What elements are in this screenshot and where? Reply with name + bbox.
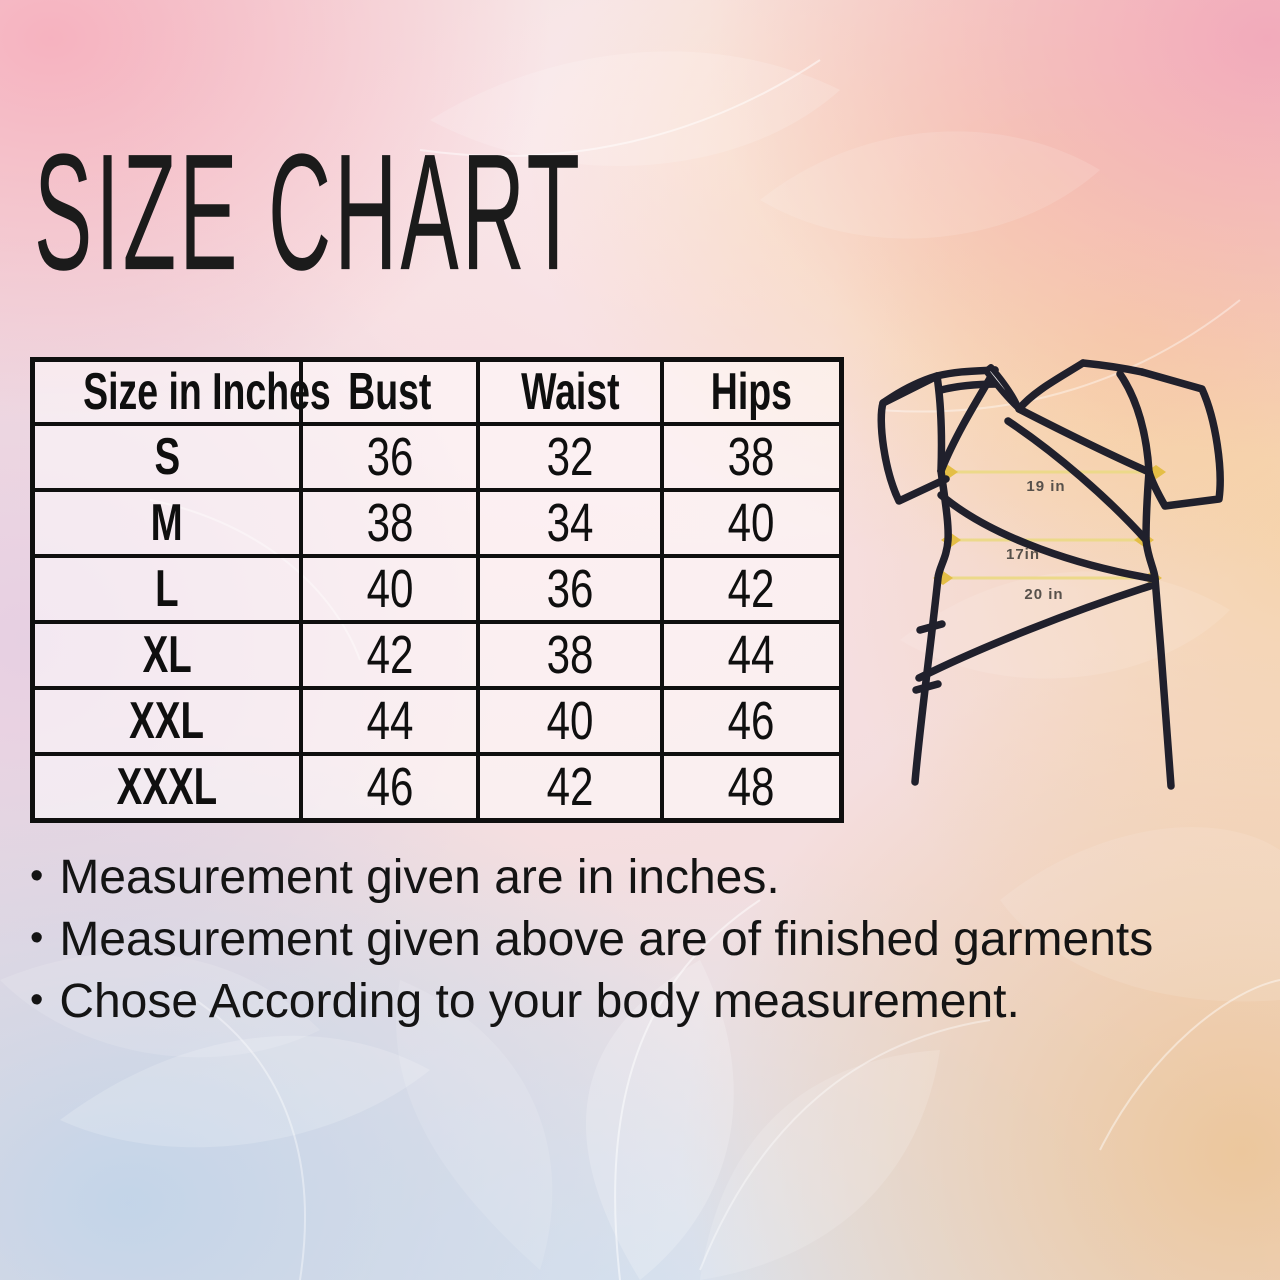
measurement-cell: 40 xyxy=(476,686,664,756)
note-line: • Chose According to your body measuremen… xyxy=(30,970,1153,1032)
table-row: XXL 44 40 46 xyxy=(30,686,844,756)
garment-illustration: 19 in 17in 20 in xyxy=(858,358,1238,790)
column-header-bust: Bust xyxy=(299,357,481,426)
measurement-cell: 38 xyxy=(476,620,664,690)
table-row: XL 42 38 44 xyxy=(30,620,844,690)
size-cell: XL xyxy=(30,620,304,690)
bullet-icon: • xyxy=(30,979,44,1021)
size-cell: L xyxy=(30,554,304,624)
measurement-cell: 40 xyxy=(659,488,844,558)
measurement-cell: 38 xyxy=(659,422,844,492)
collar-fold xyxy=(983,364,1022,412)
garment-sketch-icon xyxy=(877,359,1224,790)
note-text: Measurement given are in inches. xyxy=(59,851,780,904)
hip-measure-label: 20 in xyxy=(1024,586,1064,603)
measurement-cell: 38 xyxy=(299,488,481,558)
size-cell: XXXL xyxy=(30,752,304,823)
size-table-body: S 36 32 38 M 38 34 40 L 40 36 42 XL 42 38 44 XXL 44 40 46 XX… xyxy=(30,422,844,823)
table-row: M 38 34 40 xyxy=(30,488,844,558)
measurement-cell: 42 xyxy=(299,620,481,690)
measurement-cell: 44 xyxy=(659,620,844,690)
note-line: • Measurement given above are of finished… xyxy=(30,908,1153,970)
measurement-cell: 44 xyxy=(299,686,481,756)
measurement-cell: 32 xyxy=(476,422,664,492)
size-cell: M xyxy=(30,488,304,558)
bullet-icon: • xyxy=(30,855,44,897)
waist-measure-label: 17in xyxy=(1005,546,1040,563)
page-title: SIZE CHART xyxy=(34,119,583,305)
measurement-cell: 36 xyxy=(476,554,664,624)
measurement-cell: 40 xyxy=(299,554,481,624)
note-text: Measurement given above are of finished … xyxy=(59,913,1154,966)
measurement-cell: 34 xyxy=(476,488,664,558)
measurement-cell: 46 xyxy=(659,686,844,756)
bullet-icon: • xyxy=(30,917,44,959)
table-row: S 36 32 38 xyxy=(30,422,844,492)
table-row: XXXL 46 42 48 xyxy=(30,752,844,823)
column-header-waist: Waist xyxy=(476,357,664,426)
table-row: L 40 36 42 xyxy=(30,554,844,624)
bust-measure-label: 19 in xyxy=(1026,478,1066,495)
measurement-cell: 42 xyxy=(476,752,664,823)
measurement-cell: 46 xyxy=(299,752,481,823)
measurement-cell: 48 xyxy=(659,752,844,823)
measurement-cell: 42 xyxy=(659,554,844,624)
notes-list: • Measurement given are in inches. • Measu… xyxy=(30,846,1153,1032)
column-header-size: Size in Inches xyxy=(30,357,331,426)
size-table: Size in Inches Bust Waist Hips S 36 32 38 M 3… xyxy=(30,357,844,823)
size-cell: S xyxy=(30,422,304,492)
measurement-cell: 36 xyxy=(299,422,481,492)
column-header-hips: Hips xyxy=(659,357,844,426)
note-line: • Measurement given are in inches. xyxy=(30,846,1153,908)
note-text: Chose According to your body measurement… xyxy=(59,975,1020,1028)
table-header-row: Size in Inches Bust Waist Hips xyxy=(30,357,844,426)
size-cell: XXL xyxy=(30,686,304,756)
